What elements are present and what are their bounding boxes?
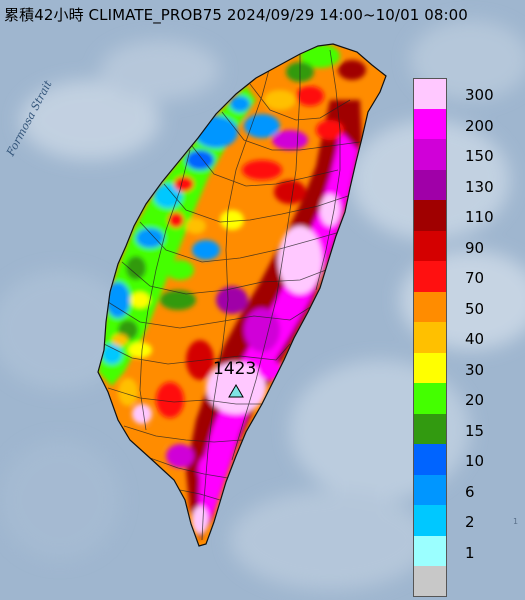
legend-row: 130: [413, 169, 513, 201]
legend-label: 10: [465, 452, 485, 470]
legend-row: 2: [413, 505, 513, 536]
legend-label: 30: [465, 360, 485, 379]
legend-swatch: [413, 261, 447, 292]
legend-swatch: [413, 413, 447, 445]
legend-swatch: [413, 352, 447, 384]
coastline: [97, 43, 387, 547]
legend-row: 300: [413, 78, 513, 109]
legend-label: 6: [465, 482, 475, 501]
legend-swatch: [413, 383, 447, 414]
legend-swatch: [413, 322, 447, 353]
legend-label: 110: [465, 208, 494, 226]
legend-swatch: [413, 139, 447, 170]
legend-row: 6: [413, 474, 513, 506]
legend-label: 90: [465, 238, 485, 257]
legend-label: 70: [465, 269, 485, 287]
legend-label: 20: [465, 391, 485, 409]
rainfall-shading: [98, 44, 366, 541]
legend-row: 1: [413, 535, 513, 567]
legend-swatch: [413, 230, 447, 262]
legend-label: 1: [465, 543, 475, 562]
legend-row: 200: [413, 108, 513, 140]
legend-row: 40: [413, 322, 513, 353]
legend-swatch: [413, 535, 447, 567]
legend-swatch: [413, 444, 447, 475]
legend-swatch: [413, 169, 447, 201]
legend-row: 50: [413, 291, 513, 323]
legend-label: 15: [465, 421, 485, 440]
legend-row: 15: [413, 413, 513, 445]
legend-label: 50: [465, 299, 485, 318]
legend-swatch: [413, 108, 447, 140]
legend-swatch: [413, 200, 447, 231]
legend-swatch: [413, 78, 447, 109]
legend-swatch: [413, 566, 447, 597]
legend-swatch: [413, 474, 447, 506]
legend-row: 10: [413, 444, 513, 475]
legend-row: 70: [413, 261, 513, 292]
max-station-triangle-icon: [228, 384, 244, 398]
legend-label: 130: [465, 177, 494, 196]
legend-label: 200: [465, 116, 494, 135]
legend-row: 110: [413, 200, 513, 231]
legend-label: 2: [465, 513, 475, 531]
legend-row: [413, 566, 513, 597]
legend-label: 150: [465, 147, 494, 165]
legend-row: 90: [413, 230, 513, 262]
legend-swatch: [413, 505, 447, 536]
edge-mark: 1: [513, 517, 519, 526]
color-legend: 300 200 150 130 110 90 70 50 40 30 20 15 10 6 2 1: [413, 78, 513, 597]
map-title: 累積42小時 CLIMATE_PROB75 2024/09/29 14:00~1…: [4, 6, 468, 24]
legend-row: 150: [413, 139, 513, 170]
max-value-label: 1423: [213, 359, 257, 379]
legend-label: 300: [465, 86, 494, 104]
legend-row: 20: [413, 383, 513, 414]
legend-row: 30: [413, 352, 513, 384]
legend-swatch: [413, 291, 447, 323]
legend-label: 40: [465, 330, 485, 348]
admin-boundaries: [99, 49, 361, 541]
